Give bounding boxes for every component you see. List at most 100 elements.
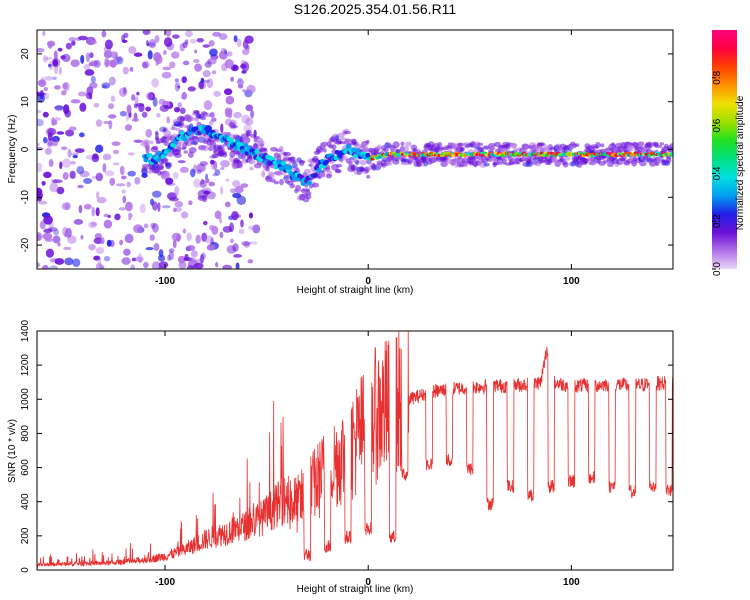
heatmap-ridge-cell (670, 151, 673, 156)
heatmap-noise-blob (37, 146, 44, 151)
heatmap-noise-blob (57, 47, 63, 52)
heatmap-halo-blob (304, 191, 312, 196)
heatmap-halo-blob (222, 153, 228, 158)
heatmap-noise-blob (54, 106, 64, 112)
heatmap-noise-blob (142, 30, 151, 36)
heatmap-ridge-cell (345, 144, 351, 150)
heatmap-halo-blob (202, 145, 209, 152)
heatmap-halo-blob (327, 140, 332, 148)
heatmap-noise-blob (80, 234, 84, 240)
heatmap-noise-blob (70, 99, 81, 104)
heatmap-noise-blob (85, 52, 91, 63)
heatmap-halo-blob (355, 160, 360, 166)
heatmap-halo-blob (551, 155, 557, 162)
heatmap-noise-blob (237, 83, 244, 89)
heatmap-noise-blob (83, 178, 93, 184)
heatmap-noise-blob (226, 51, 233, 57)
heatmap-noise-blob (150, 222, 156, 229)
heatmap-halo-blob (610, 142, 616, 147)
heatmap-noise-blob (202, 187, 212, 195)
heatmap-noise-blob (147, 92, 156, 101)
heatmap-halo-blob (637, 141, 645, 147)
heatmap-noise-blob (204, 61, 212, 68)
heatmap-noise-blob (54, 85, 61, 90)
heatmap-noise-blob (177, 160, 186, 164)
heatmap-noise-blob (215, 261, 219, 268)
heatmap-noise-blob (104, 57, 110, 68)
heatmap-halo-blob (322, 148, 327, 153)
heatmap-noise-blob (37, 47, 45, 53)
heatmap-noise-blob (70, 59, 80, 68)
heatmap-noise-blob (211, 70, 217, 75)
heatmap-noise-blob (152, 97, 158, 107)
heatmap-noise-blob (58, 66, 62, 75)
heatmap-noise-blob (194, 49, 198, 54)
heatmap-noise-blob (195, 234, 201, 244)
heatmap-noise-blob (197, 80, 207, 90)
heatmap-noise-blob (246, 84, 256, 94)
heatmap-halo-blob (648, 158, 654, 162)
heatmap-ridge-cell (193, 126, 199, 132)
heatmap-noise-blob (184, 30, 193, 38)
heatmap-noise-blob (43, 136, 48, 144)
heatmap-noise-blob (209, 57, 217, 65)
heatmap-noise-blob (119, 239, 124, 246)
heatmap-noise-blob (102, 162, 107, 173)
heatmap-halo-blob (312, 182, 320, 188)
heatmap-halo-blob (248, 158, 256, 165)
heatmap-noise-blob (84, 203, 92, 210)
heatmap-noise-blob (126, 181, 131, 188)
heatmap-noise-blob (174, 185, 180, 196)
heatmap-noise-blob (104, 170, 115, 177)
heatmap-halo-blob (392, 141, 400, 149)
heatmap-noise-blob (236, 38, 242, 47)
heatmap-noise-blob (202, 70, 211, 78)
snr-y-tick-label: 600 (20, 459, 31, 476)
heatmap-halo-blob (262, 147, 268, 152)
heatmap-noise-blob (85, 92, 93, 100)
heatmap-noise-blob (169, 61, 176, 69)
heatmap-noise-blob (122, 66, 129, 75)
heatmap-noise-blob (151, 261, 161, 269)
heatmap-halo-blob (317, 173, 323, 180)
heatmap-halo-blob (283, 151, 292, 157)
heatmap-ridge-cell (323, 159, 329, 165)
heatmap-noise-blob (168, 248, 175, 254)
heatmap-noise-blob (151, 78, 160, 88)
heatmap-halo-blob (189, 117, 197, 121)
heatmap-noise-blob (193, 59, 200, 64)
snr-panel: -100 0 100 0 200 400 600 800 1000 1200 1400 Heigh… (7, 319, 674, 595)
heatmap-noise-blob (134, 256, 144, 262)
heatmap-noise-blob (230, 76, 234, 82)
heatmap-halo-blob (233, 157, 240, 164)
heatmap-noise-blob (118, 207, 127, 211)
heatmap-noise-blob (52, 179, 63, 184)
heatmap-ridge-cell (365, 152, 371, 158)
heatmap-noise-blob (161, 205, 171, 209)
heatmap-noise-blob (103, 120, 111, 125)
heatmap-halo-blob (141, 168, 148, 176)
heatmap-noise-blob (70, 160, 76, 165)
heatmap-noise-blob (172, 34, 180, 39)
heatmap-noise-blob (202, 44, 210, 48)
heatmap-halo-blob (472, 156, 479, 160)
heatmap-noise-blob (229, 238, 234, 244)
heatmap-noise-blob (223, 88, 233, 96)
heatmap-halo-blob (177, 147, 182, 152)
heatmap-noise-blob (43, 228, 53, 234)
heatmap-noise-blob (189, 257, 197, 264)
heatmap-noise-blob (37, 142, 41, 147)
heatmap-noise-blob (165, 177, 174, 185)
heatmap-noise-blob (202, 79, 210, 83)
heatmap-y-tick-label: 0 (20, 146, 31, 152)
heatmap-noise-blob (229, 222, 235, 233)
heatmap-noise-blob (53, 229, 59, 236)
heatmap-halo-blob (152, 167, 159, 174)
heatmap-noise-blob (174, 200, 184, 208)
heatmap-noise-blob (79, 170, 90, 178)
heatmap-noise-blob (52, 138, 59, 147)
heatmap-noise-blob (95, 207, 100, 217)
heatmap-halo-blob (302, 188, 310, 192)
heatmap-ridge-cell (306, 180, 312, 186)
heatmap-noise-blob (123, 248, 131, 256)
